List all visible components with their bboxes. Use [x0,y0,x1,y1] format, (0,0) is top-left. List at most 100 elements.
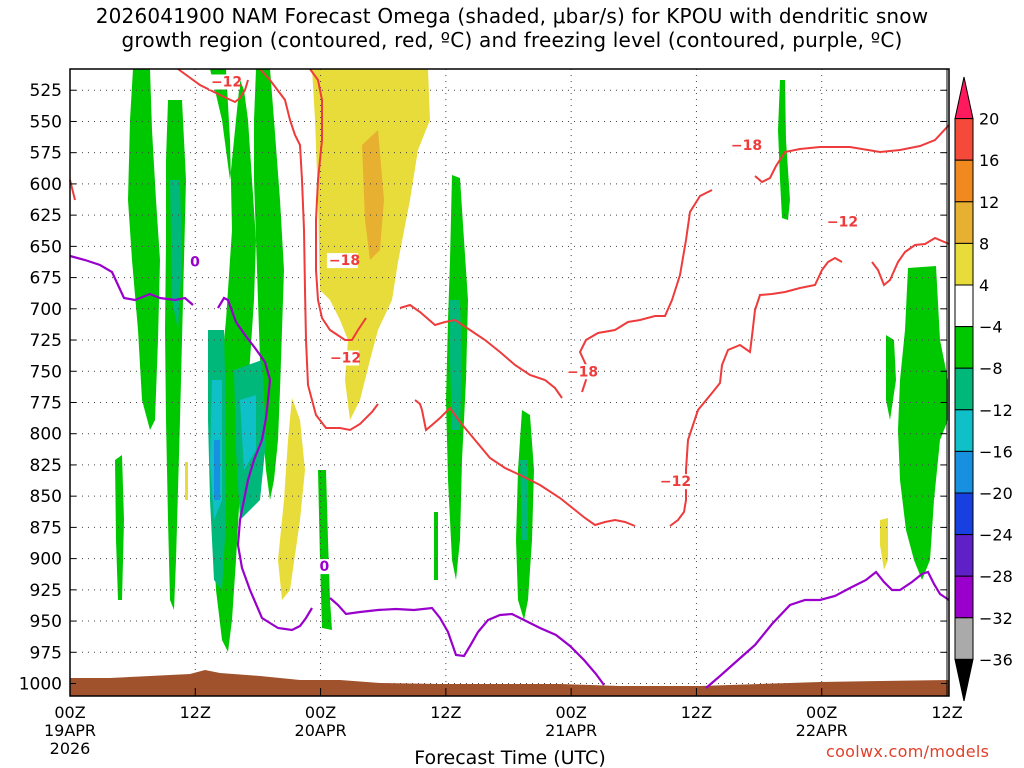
colorbar-swatch [954,492,974,536]
gridlines [69,69,948,696]
colorbar-label: −28 [979,567,1013,586]
colorbar-swatch [954,450,974,494]
contour-label-bg [564,364,596,380]
y-tick-label: 950 [30,612,62,632]
contour-labels: −12 −18 −12 −18 −12 −18 −12 0 0 [188,74,858,575]
y-tick-label: 975 [30,643,62,663]
plot-frame [69,68,950,697]
freezing-level-contours [69,254,950,689]
x-tick-label: 00Z [806,703,837,722]
colorbar-label: 12 [979,193,999,212]
y-tick-label: 725 [30,331,62,351]
x-tick-label: 12Z [681,703,712,722]
colorbar-label: 16 [979,151,999,170]
colorbar-label: 8 [979,234,989,253]
x-tick-date: 21APR [545,721,597,740]
y-tick-label: 575 [30,144,62,164]
omega-positive-region [278,398,305,600]
y-tick-label: 925 [30,581,62,601]
omega-negative-region [115,455,124,600]
omega-core-12 [450,300,462,430]
contour-label-bg [824,214,856,230]
plot-area [70,69,949,696]
omega-positive-region [185,462,188,500]
dendritic-contour-line [309,68,950,399]
contour-label: 0 [190,254,200,270]
colorbar-label: 20 [979,110,999,129]
colorbar-swatch [954,534,974,577]
y-tick-label: 1000 [19,675,62,695]
omega-negative-region [778,80,790,220]
colorbar-bottom-arrow [954,658,974,702]
dendritic-contour-line [177,68,249,104]
colorbar-swatch [954,367,974,411]
contour-label: −18 [329,253,360,269]
contour-label: −18 [731,138,762,154]
colorbar-swatch [954,201,974,244]
x-axis-title: Forecast Time (UTC) [414,747,605,768]
omega-core-20 [214,440,220,500]
colorbar-label: −12 [979,401,1013,420]
y-tick-label: 875 [30,518,62,538]
contour-label: 0 [320,559,330,575]
y-tick-label: 625 [30,206,62,226]
omega-positive-region [880,518,888,570]
dendritic-contours [69,68,950,527]
y-tick-label: 775 [30,393,62,413]
colorbar-swatch [954,284,974,328]
contour-label-bg [188,254,202,270]
x-tick-label: 00Z [305,703,336,722]
y-tick-label: 650 [30,237,62,257]
y-tick-label: 750 [30,362,62,382]
omega-negative-region [898,266,948,580]
omega-negative-region [128,69,160,430]
y-tick-label: 800 [30,425,62,445]
terrain-fill [70,670,949,696]
omega-core-12 [170,180,182,330]
omega-core-16 [240,395,256,470]
contour-label-bg [327,350,359,366]
colorbar-label: 4 [979,276,989,295]
omega-shading [115,69,948,652]
omega-core-12 [520,460,528,540]
x-tick-label: 12Z [430,703,461,722]
omega-positive-core [362,130,384,260]
y-tick-label: 600 [30,175,62,195]
chart-title: 2026041900 NAM Forecast Omega (shaded, μ… [0,4,1024,52]
x-tick-label: 12Z [931,703,962,722]
x-tick-date: 20APR [295,721,347,740]
dendritic-contour-line [259,68,950,527]
colorbar-swatch [954,409,974,452]
y-tick-label: 825 [30,456,62,476]
colorbar-label: −32 [979,609,1013,628]
x-tick-label: 00Z [555,703,586,722]
y-tick-label: 850 [30,487,62,507]
dendritic-contour-line [69,179,76,201]
y-tick-label: 525 [30,81,62,101]
contour-label: −12 [211,74,242,90]
colorbar-label: −8 [979,359,1003,378]
contour-label-bg [326,253,358,269]
y-tick-label: 700 [30,300,62,320]
omega-negative-region [434,512,438,580]
omega-negative-region [886,335,896,420]
y-tick-label: 900 [30,550,62,570]
colorbar-label: −4 [979,318,1003,337]
colorbar-label: −16 [979,442,1013,461]
contour-label: −12 [660,474,691,490]
colorbar-swatch [954,326,974,369]
credit-text: coolwx.com/models [826,742,990,761]
colorbar-label: −20 [979,484,1013,503]
colorbar-swatch [954,118,974,161]
x-tick-date: 22APR [796,721,848,740]
contour-label-bg [208,74,240,90]
chart-title-line1: 2026041900 NAM Forecast Omega (shaded, μ… [95,4,929,28]
colorbar-swatch [954,242,974,286]
colorbar-label: −36 [979,650,1013,669]
contour-label-bg [317,559,331,575]
y-tick-label: 675 [30,269,62,289]
colorbar-swatch [954,159,974,203]
colorbar: 20 16 12 8 4 −4 −8 −12 −16 −20 −24 −28 −32 −36 [954,76,1013,702]
